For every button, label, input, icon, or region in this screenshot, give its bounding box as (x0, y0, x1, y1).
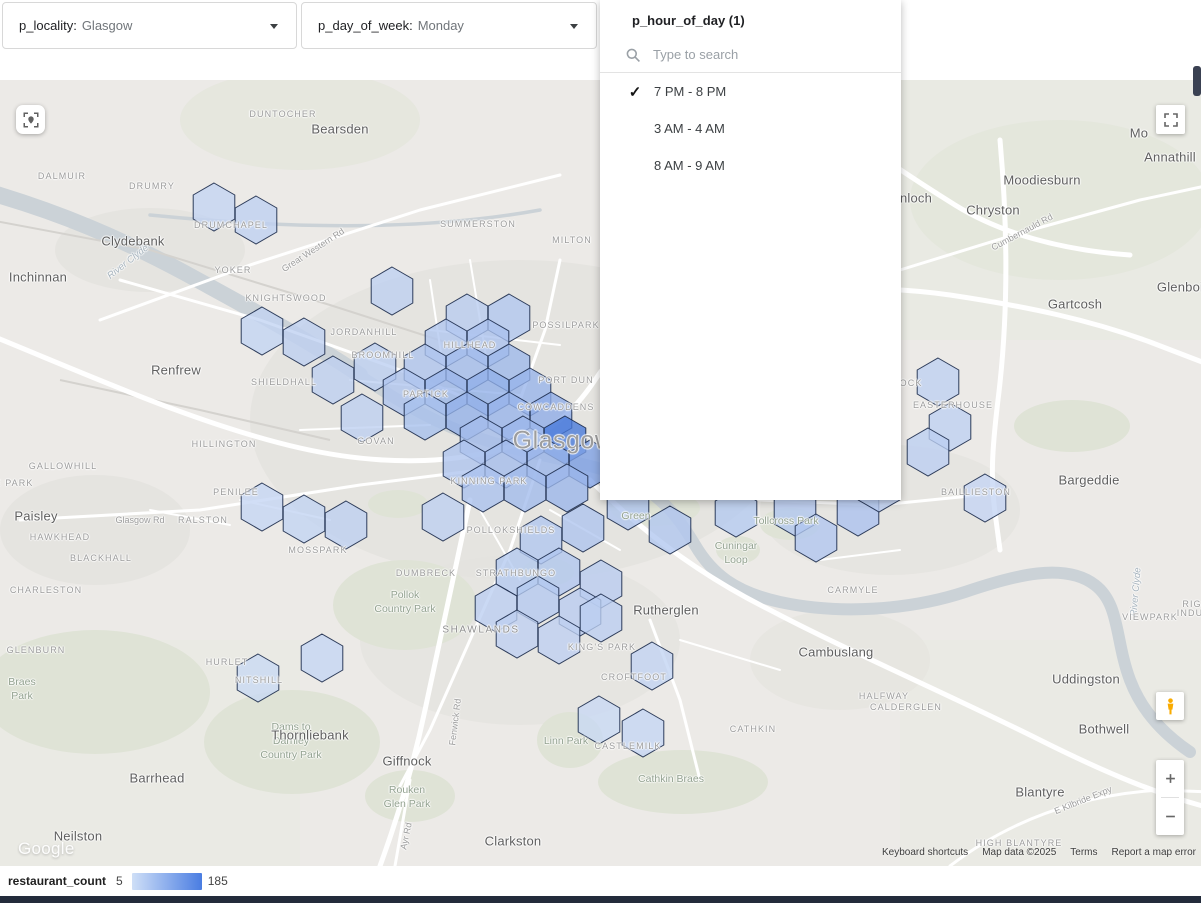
hex-cell[interactable] (311, 355, 355, 405)
hex-cell[interactable] (579, 593, 623, 643)
hex-cell[interactable] (282, 494, 326, 544)
recenter-button[interactable] (16, 105, 45, 134)
locality-filter[interactable]: p_locality: Glasgow (2, 2, 297, 49)
hex-cell[interactable] (240, 482, 284, 532)
hex-cell[interactable] (794, 513, 838, 563)
hex-cell[interactable] (240, 306, 284, 356)
terms-link[interactable]: Terms (1070, 847, 1098, 858)
zoom-out-icon (1165, 815, 1175, 818)
hex-cell[interactable] (495, 609, 539, 659)
hex-cell[interactable] (192, 182, 236, 232)
report-map-error-link[interactable]: Report a map error (1111, 847, 1196, 858)
legend-gradient (131, 872, 202, 890)
keyboard-shortcuts-link[interactable]: Keyboard shortcuts (882, 847, 969, 858)
railways (0, 220, 471, 441)
dropdown-search-row (600, 37, 901, 73)
legend-min-value: 5 (116, 874, 123, 888)
locality-filter-value: Glasgow (81, 18, 133, 33)
hex-layer (192, 182, 1007, 758)
hex-cell[interactable] (916, 357, 960, 407)
hex-cell[interactable] (561, 503, 605, 553)
hour-of-day-dropdown-panel: p_hour_of_day (1) ✓ 7 PM - 8 PM 3 AM - 4 A… (600, 0, 901, 500)
day-filter-label: p_day_of_week: (318, 18, 413, 33)
day-of-week-filter[interactable]: p_day_of_week: Monday (301, 2, 597, 49)
hour-option[interactable]: 3 AM - 4 AM (600, 110, 901, 147)
chevron-down-icon (270, 24, 278, 29)
hex-cell[interactable] (340, 393, 384, 443)
search-input[interactable] (651, 46, 885, 63)
hex-cell[interactable] (648, 505, 692, 555)
hex-cell[interactable] (906, 427, 950, 477)
fullscreen-button[interactable] (1156, 105, 1185, 134)
google-logo[interactable]: Google (18, 839, 75, 858)
bottom-bar (0, 896, 1201, 903)
hex-cell[interactable] (236, 653, 280, 703)
zoom-in-button[interactable] (1156, 760, 1184, 797)
hex-cell[interactable] (324, 500, 368, 550)
hour-option-list: ✓ 7 PM - 8 PM 3 AM - 4 AM 8 AM - 9 AM (600, 73, 901, 184)
legend-max-value: 185 (207, 874, 228, 888)
legend-metric-label: restaurant_count (8, 874, 107, 888)
recenter-icon (23, 112, 38, 127)
hex-cell[interactable] (300, 633, 344, 683)
map-attribution: Keyboard shortcuts Map data ©2025 Terms … (882, 847, 1196, 858)
hex-cell[interactable] (630, 641, 674, 691)
legend-bar: restaurant_count 5 185 (0, 866, 1201, 896)
map-data-text: Map data ©2025 (982, 847, 1057, 858)
fullscreen-icon (1163, 112, 1178, 127)
pegman-icon (1167, 697, 1173, 714)
hour-option[interactable]: ✓ 7 PM - 8 PM (600, 73, 901, 110)
day-filter-value: Monday (417, 18, 464, 33)
hex-cell[interactable] (714, 488, 758, 538)
zoom-control (1156, 760, 1184, 835)
zoom-out-button[interactable] (1156, 798, 1184, 835)
zoom-in-icon (1165, 774, 1175, 783)
hex-cell[interactable] (577, 695, 621, 745)
hex-cell[interactable] (963, 473, 1007, 523)
check-icon: ✓ (628, 83, 642, 101)
search-icon (626, 48, 640, 62)
hour-option[interactable]: 8 AM - 9 AM (600, 147, 901, 184)
pegman-button[interactable] (1156, 692, 1184, 720)
hex-cell[interactable] (370, 266, 414, 316)
hour-option-label: 8 AM - 9 AM (654, 158, 725, 173)
dropdown-title: p_hour_of_day (1) (632, 13, 745, 28)
hex-cell[interactable] (545, 463, 589, 513)
chevron-down-icon (570, 24, 578, 29)
hour-option-label: 7 PM - 8 PM (654, 84, 727, 99)
scrollbar-thumb[interactable] (1193, 66, 1201, 96)
hour-option-label: 3 AM - 4 AM (654, 121, 725, 136)
hex-cell[interactable] (234, 195, 278, 245)
hex-cell[interactable] (621, 708, 665, 758)
locality-filter-label: p_locality: (19, 18, 77, 33)
zoom-divider (1161, 797, 1179, 798)
hex-cell[interactable] (421, 492, 465, 542)
hex-cell[interactable] (282, 317, 326, 367)
